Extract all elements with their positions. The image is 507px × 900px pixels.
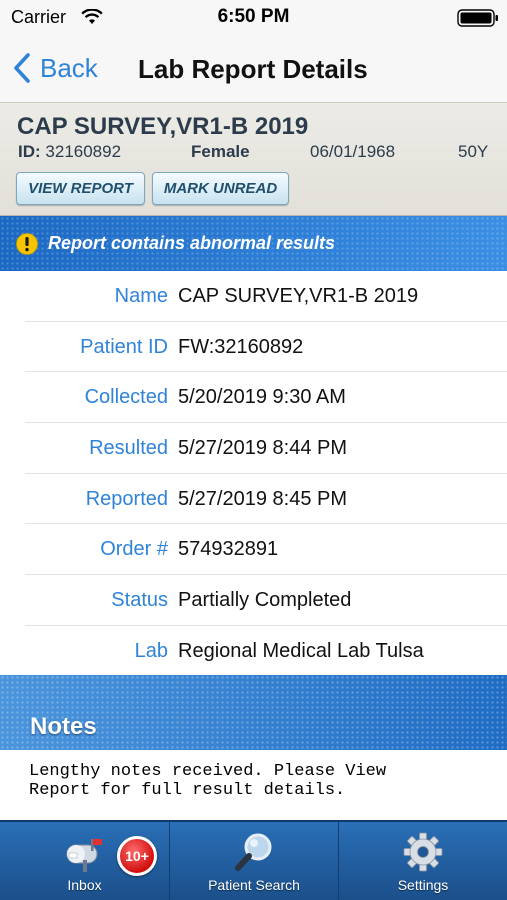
tab-bar: Inbox 10+ Patient Search Settin bbox=[0, 820, 507, 900]
detail-row-collected: Collected 5/20/2019 9:30 AM bbox=[0, 372, 507, 423]
page-title: Lab Report Details bbox=[138, 54, 368, 84]
patient-dob: 06/01/1968 bbox=[310, 142, 396, 161]
detail-label: Collected bbox=[84, 386, 168, 409]
inbox-badge: 10+ bbox=[117, 836, 157, 876]
detail-label: Resulted bbox=[89, 437, 168, 460]
patient-id: ID: 32160892 bbox=[18, 142, 121, 162]
detail-label: Name bbox=[114, 285, 168, 307]
detail-label: Status bbox=[111, 589, 168, 612]
detail-row-resulted: Resulted 5/27/2019 8:44 PM bbox=[0, 423, 507, 474]
patient-id-value: 32160892 bbox=[45, 142, 122, 161]
detail-value: CAP SURVEY,VR1-B 2019 bbox=[178, 285, 419, 307]
battery-icon bbox=[457, 9, 498, 27]
detail-row-patient-id: Patient ID FW:32160892 bbox=[0, 322, 507, 373]
mark-unread-button[interactable]: MARK UNREAD bbox=[152, 172, 289, 205]
tab-patient-search-label: Patient Search bbox=[208, 877, 300, 893]
abnormal-alert-banner: Report contains abnormal results bbox=[0, 216, 507, 271]
magnifier-icon bbox=[235, 833, 272, 871]
detail-label: Lab bbox=[134, 639, 168, 662]
chevron-left-icon bbox=[14, 53, 30, 83]
detail-row-status: Status Partially Completed bbox=[0, 575, 507, 626]
detail-label: Reported bbox=[85, 487, 168, 510]
gear-icon bbox=[403, 832, 443, 872]
warning-icon bbox=[16, 233, 38, 255]
notes-line: Lengthy notes received. Please View bbox=[29, 762, 387, 781]
tab-patient-search[interactable]: Patient Search bbox=[169, 822, 338, 900]
detail-value: 5/20/2019 9:30 AM bbox=[178, 386, 346, 409]
notes-title: Notes bbox=[30, 713, 97, 740]
notes-header: Notes bbox=[0, 675, 507, 750]
patient-sex: Female bbox=[191, 142, 250, 161]
notes-line: Report for full result details. bbox=[29, 781, 346, 800]
tab-inbox[interactable]: Inbox 10+ bbox=[0, 822, 169, 900]
status-time: 6:50 PM bbox=[217, 6, 290, 27]
detail-row-order: Order # 574932891 bbox=[0, 524, 507, 575]
wifi-icon bbox=[81, 9, 103, 24]
detail-label: Patient ID bbox=[80, 335, 168, 358]
detail-value: 5/27/2019 8:44 PM bbox=[178, 437, 348, 460]
detail-value: Regional Medical Lab Tulsa bbox=[178, 639, 424, 662]
back-button[interactable]: Back bbox=[12, 50, 98, 86]
detail-row-name: Name CAP SURVEY,VR1-B 2019 bbox=[0, 271, 507, 322]
carrier-label: Carrier bbox=[11, 7, 67, 27]
patient-age: 50Y bbox=[458, 142, 489, 161]
view-report-button[interactable]: VIEW REPORT bbox=[16, 172, 145, 205]
status-bar: Carrier 6:50 PM bbox=[0, 0, 507, 36]
detail-value: Partially Completed bbox=[178, 589, 352, 612]
detail-value: 5/27/2019 8:45 PM bbox=[178, 487, 348, 510]
patient-name: CAP SURVEY,VR1-B 2019 bbox=[17, 113, 309, 140]
detail-value: 574932891 bbox=[178, 538, 279, 561]
navigation-bar: Back Lab Report Details bbox=[0, 36, 507, 102]
tab-settings-label: Settings bbox=[397, 877, 449, 893]
detail-row-reported: Reported 5/27/2019 8:45 PM bbox=[0, 474, 507, 525]
notes-text: Lengthy notes received. Please View Repo… bbox=[29, 762, 489, 800]
detail-value: FW:32160892 bbox=[178, 335, 304, 358]
back-label: Back bbox=[40, 52, 98, 83]
patient-id-label: ID: bbox=[18, 142, 41, 161]
tab-settings[interactable]: Settings bbox=[338, 822, 507, 900]
alert-text: Report contains abnormal results bbox=[48, 233, 336, 253]
detail-label: Order # bbox=[100, 538, 168, 561]
detail-row-lab: Lab Regional Medical Lab Tulsa bbox=[0, 626, 507, 677]
patient-header: CAP SURVEY,VR1-B 2019 ID: 32160892 Femal… bbox=[0, 102, 507, 216]
tab-inbox-label: Inbox bbox=[67, 877, 102, 893]
mailbox-icon bbox=[66, 839, 102, 872]
report-details-list: Name CAP SURVEY,VR1-B 2019 Patient ID FW… bbox=[0, 271, 507, 677]
